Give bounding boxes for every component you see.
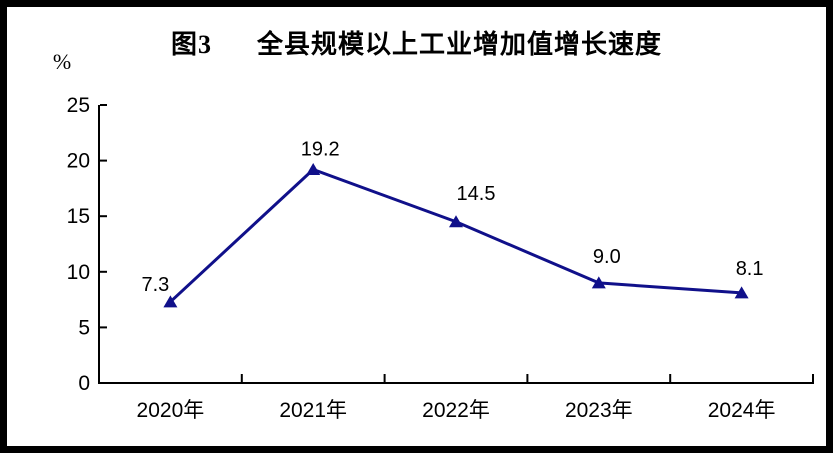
chart-title: 图3 全县规模以上工业增加值增长速度 bbox=[170, 30, 662, 59]
data-point-marker bbox=[163, 295, 178, 308]
data-point-marker bbox=[591, 276, 606, 289]
y-tick-label: 5 bbox=[78, 316, 90, 339]
x-axis-category-label: 2021年 bbox=[279, 399, 347, 422]
y-tick-label: 0 bbox=[78, 372, 90, 395]
data-point-label: 8.1 bbox=[736, 258, 764, 280]
data-point-marker bbox=[306, 162, 321, 175]
y-axis-unit-label: % bbox=[52, 49, 72, 74]
x-axis-category-label: 2024年 bbox=[708, 399, 776, 422]
data-point-label: 7.3 bbox=[141, 274, 169, 296]
data-point-marker bbox=[449, 215, 463, 228]
data-point-marker bbox=[734, 286, 749, 299]
x-axis-category-label: 2020年 bbox=[137, 399, 205, 422]
data-point-label: 9.0 bbox=[593, 246, 621, 268]
x-axis-category-label: 2023年 bbox=[565, 399, 633, 422]
y-tick-label: 25 bbox=[67, 94, 90, 117]
data-point-label: 14.5 bbox=[457, 183, 496, 205]
data-point-label: 19.2 bbox=[301, 138, 340, 160]
y-tick-label: 10 bbox=[67, 261, 90, 284]
y-tick-label: 20 bbox=[67, 150, 90, 173]
line-chart-canvas: 0 5 10 15 20 25 2020年 2021年 2022年 2023年 2024年 7.3 19… bbox=[67, 94, 814, 422]
y-tick-label: 15 bbox=[67, 205, 90, 228]
x-axis-category-label: 2022年 bbox=[422, 399, 490, 422]
